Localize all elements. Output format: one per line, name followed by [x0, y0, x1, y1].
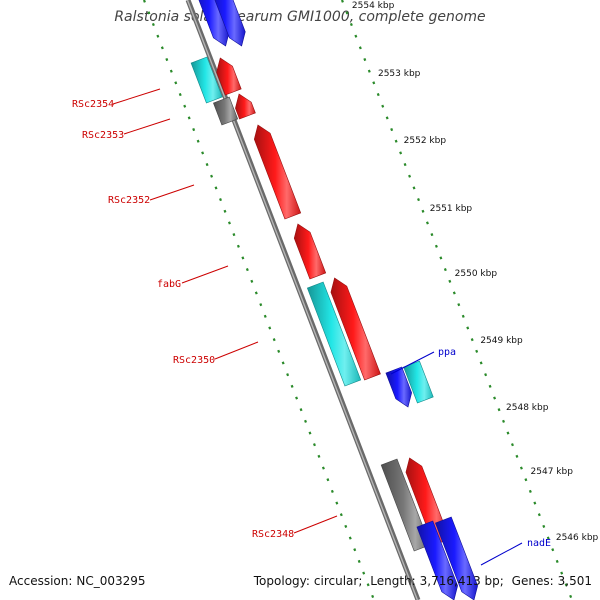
label-leader-line: [112, 88, 161, 105]
tick-label: 2547 kbp: [531, 467, 574, 477]
gene-arrow-blue: [214, 0, 246, 47]
tick-label: 2546 kbp: [556, 533, 599, 543]
kbp-ticks: 2554 kbp 2553 kbp 2552 kbp 2551 kbp 2550 kbp…: [352, 1, 599, 543]
label-leader-line: [181, 265, 229, 284]
label-leader-line: [293, 515, 338, 534]
separator: ;: [358, 574, 363, 588]
gene-arrow-red: [235, 93, 256, 120]
label-leader-line: [390, 351, 435, 375]
gene-arrow-blue: [385, 366, 412, 408]
label-leader-line: [123, 118, 171, 135]
gene-box-cyan: [306, 281, 362, 387]
topology-value: circular: [313, 574, 359, 588]
tick-label: 2553 kbp: [378, 69, 421, 79]
accession-value: NC_003295: [76, 574, 146, 588]
backbone-highlight: [186, 0, 419, 600]
genome-backbone: [185, 0, 421, 600]
gene-box-gray: [213, 96, 239, 126]
gene-arrow-blue: [416, 520, 458, 600]
tick-label: 2552 kbp: [404, 136, 447, 146]
genome-summary: Topology: circular; Length: 3,716,413 bp; …: [254, 574, 592, 588]
gene-box-cyan: [190, 56, 223, 104]
length-value: 3,716,413 bp: [419, 574, 500, 588]
gene-box-cyan: [403, 360, 434, 404]
label-leader-line: [149, 184, 195, 201]
topology-label: Topology:: [253, 574, 310, 588]
forward-tick-track: [340, 0, 574, 600]
label-leader-line: [214, 341, 259, 360]
gene-label: nadE: [527, 538, 551, 549]
gene-label: RSc2354: [72, 99, 114, 110]
gene-arrow-red: [216, 57, 242, 96]
length-label: Length:: [370, 574, 416, 588]
separator: ;: [499, 574, 504, 588]
genes-value: 3,501: [557, 574, 592, 588]
gene-arrow-red: [253, 124, 302, 220]
label-leader-line: [480, 542, 523, 566]
gene-label: RSc2350: [173, 355, 215, 366]
gene-label: RSc2348: [252, 529, 294, 540]
genes-label: Genes:: [511, 574, 554, 588]
gene-arrow-blue: [198, 0, 230, 47]
gene-label: RSc2353: [82, 130, 124, 141]
accession-label: Accession:: [9, 574, 73, 588]
tick-label: 2548 kbp: [506, 403, 549, 413]
tick-label: 2551 kbp: [430, 204, 473, 214]
gene-labels: RSc2354 RSc2353 RSc2352 fabG RSc2350 RSc2348 p…: [72, 88, 551, 566]
accession-info: Accession: NC_003295: [9, 574, 146, 588]
tick-label: 2550 kbp: [455, 269, 498, 279]
tick-label: 2549 kbp: [480, 336, 523, 346]
gene-arrow-red: [330, 277, 381, 381]
gene-arrow-blue: [435, 516, 478, 600]
tick-label: 2554 kbp: [352, 1, 395, 11]
gene-features: [190, 0, 478, 600]
gene-label: fabG: [157, 279, 181, 290]
gene-arrow-red: [293, 223, 327, 280]
gene-label: ppa: [438, 347, 456, 358]
gene-label: RSc2352: [108, 195, 150, 206]
